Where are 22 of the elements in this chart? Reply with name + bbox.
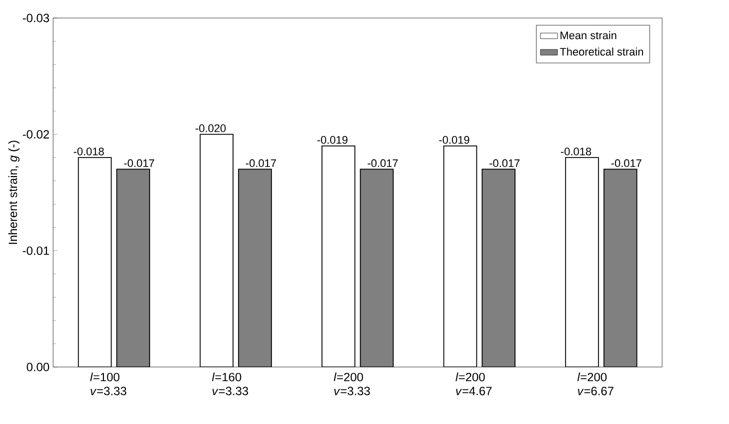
data-label: -0.017: [490, 159, 520, 168]
data-label: -0.018: [74, 148, 104, 156]
y-tick-label: -0.02: [22, 130, 49, 139]
data-label: -0.017: [246, 159, 276, 168]
data-label: -0.020: [196, 124, 226, 132]
y-tick-label: 0.00: [26, 362, 50, 372]
x-tick-label: l=160 v=3.33: [212, 372, 248, 396]
data-label: -0.017: [611, 159, 642, 168]
y-axis-title: Inherent strain, g (-): [8, 140, 20, 244]
y-tick-label: -0.01: [22, 246, 49, 255]
legend-label: Theoretical strain: [560, 48, 644, 56]
y-tick-label: -0.03: [22, 14, 50, 22]
x-tick-label: l=200 v=6.67: [577, 372, 614, 396]
data-label: -0.019: [439, 136, 470, 144]
x-tick-label: l=100 v=3.33: [90, 372, 126, 396]
data-label: -0.019: [317, 136, 348, 144]
legend-label: Mean strain: [560, 31, 616, 40]
data-label: -0.018: [560, 148, 592, 156]
x-tick-label: l=200 v=3.33: [334, 372, 370, 396]
data-label: -0.017: [368, 159, 398, 168]
x-tick-label: l=200 v=4.67: [456, 372, 492, 396]
data-label: -0.017: [124, 159, 154, 168]
